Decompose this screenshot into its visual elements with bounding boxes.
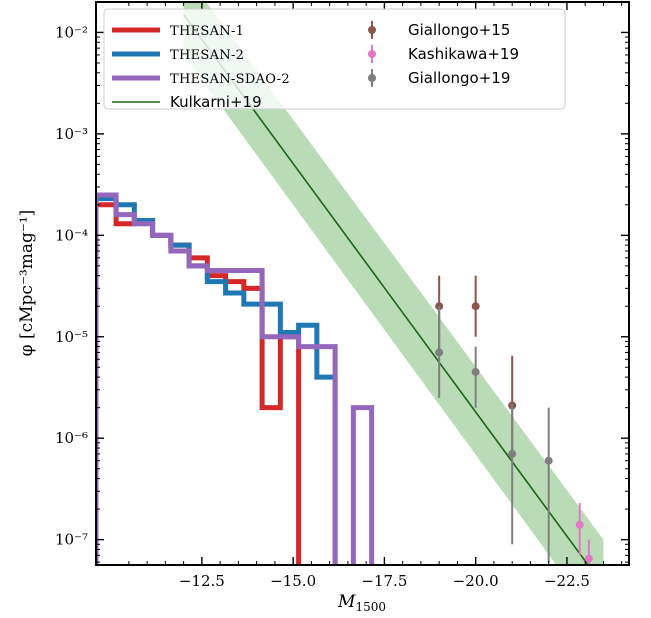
- legend-box: [103, 8, 566, 110]
- kashikawa-19-point: [584, 554, 593, 563]
- thesan-sdao-2-step: [96, 192, 375, 565]
- x-tick-label: −15.0: [270, 572, 316, 590]
- thesan-1-step: [96, 202, 302, 565]
- y-tick-label: 10⁻⁶: [55, 429, 88, 447]
- y-tick-label: 10⁻²: [55, 23, 88, 41]
- giallongo-19-point: [471, 367, 480, 376]
- legend-marker-giallongo-19: [368, 74, 376, 82]
- giallongo-15-point: [471, 302, 480, 311]
- y-tick-label: 10⁻⁵: [55, 328, 88, 346]
- legend-label-thesan-2: THESAN-2: [170, 48, 244, 63]
- plot-frame: [95, 1, 630, 566]
- y-tick-label: 10⁻⁴: [55, 226, 88, 244]
- legend-label-giallongo-15: Giallongo+15: [408, 21, 510, 39]
- x-tick-label: −22.5: [544, 572, 590, 590]
- giallongo-19-point: [544, 456, 553, 465]
- legend-label-giallongo-19: Giallongo+19: [408, 69, 510, 87]
- kulkarni-line-layer: [182, 14, 590, 565]
- x-tick-label: −20.0: [453, 572, 499, 590]
- legend-marker-kashikawa-19: [368, 50, 376, 58]
- x-tick-label: −17.5: [361, 572, 407, 590]
- legend-label-kulkarni-19: Kulkarni+19: [170, 93, 262, 111]
- thesan-2-step: [96, 196, 338, 565]
- y-tick-label: 10⁻⁷: [55, 531, 88, 549]
- x-axis-title-main: M: [337, 592, 356, 612]
- legend: THESAN-1 THESAN-2 THESAN-SDAO-2 Kulkarni+19…: [103, 8, 566, 111]
- y-axis-title: φ [cMpc⁻³mag⁻¹]: [17, 210, 37, 357]
- kulkarni-band-layer: [183, 2, 604, 565]
- legend-label-thesan-sdao-2: THESAN-SDAO-2: [170, 72, 290, 87]
- giallongo-19-point: [508, 449, 517, 458]
- kulkarni-19-line: [182, 14, 590, 565]
- giallongo-19-point: [435, 348, 444, 357]
- observations-layer: [435, 275, 593, 565]
- x-axis-title-sub: 1500: [355, 600, 386, 614]
- legend-label-thesan-1: THESAN-1: [170, 24, 244, 39]
- x-tick-label: −12.5: [179, 572, 225, 590]
- kulkarni-19-band: [183, 2, 604, 565]
- step-histogram-layer: [96, 192, 375, 565]
- legend-label-kashikawa-19: Kashikawa+19: [408, 45, 519, 63]
- kashikawa-19-point: [575, 520, 584, 529]
- x-axis-title: M1500: [337, 592, 386, 614]
- legend-marker-giallongo-15: [368, 26, 376, 34]
- y-tick-label: 10⁻³: [55, 125, 88, 143]
